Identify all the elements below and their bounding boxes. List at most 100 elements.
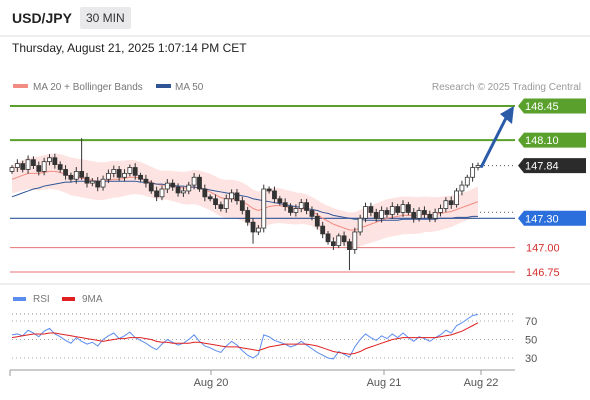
candle-body	[411, 212, 417, 219]
arrow-head	[500, 106, 514, 124]
candle-body	[422, 210, 427, 215]
level-tag-147.30	[518, 210, 586, 226]
candle-body	[79, 171, 85, 178]
timestamp: Thursday, August 21, 2025 1:07:14 PM CET	[12, 41, 247, 55]
candle-body	[159, 188, 165, 198]
arrow-shaft	[479, 117, 508, 169]
candle-body	[416, 210, 422, 219]
candle-body	[314, 215, 320, 227]
candle-body	[170, 182, 176, 188]
level-label-147.00: 147.00	[526, 243, 560, 255]
rsi-ma-legend-label: 9MA	[82, 294, 103, 305]
candle-body	[127, 167, 133, 174]
candle-body	[122, 172, 127, 178]
x-label-0: Aug 20	[194, 377, 229, 389]
candle-body	[475, 165, 481, 168]
rsi-tick-70: 70	[525, 316, 537, 328]
candle-body	[181, 190, 186, 194]
candle-body	[405, 204, 411, 213]
candle-body	[250, 221, 256, 233]
candle-body	[207, 196, 213, 200]
candle-body	[368, 206, 374, 213]
timeframe-badge[interactable]: 30 MIN	[80, 7, 131, 29]
candle-body	[395, 206, 401, 213]
candle-body	[84, 176, 90, 184]
candle-body	[41, 161, 47, 172]
candle-body	[384, 210, 390, 215]
candle-body	[363, 206, 368, 219]
candle-body	[288, 206, 293, 213]
rsi-legend-label: RSI	[33, 294, 50, 305]
rsi-line	[11, 314, 479, 360]
candle-body	[234, 192, 240, 202]
candle-body	[197, 176, 202, 190]
candle-body	[25, 159, 31, 170]
candle-body	[432, 212, 438, 219]
candle-body	[223, 198, 229, 209]
candle-body	[138, 174, 143, 180]
rsi-lines	[11, 314, 479, 360]
level-tag-text-147.30: 147.30	[525, 213, 559, 225]
moving-averages	[11, 170, 479, 231]
candles	[9, 138, 481, 271]
candle-body	[106, 172, 111, 180]
candle-body	[239, 200, 245, 211]
rsi-grid: 70 50 30	[12, 313, 537, 365]
rsi-ma-line	[11, 322, 479, 355]
ma20-line	[11, 170, 479, 231]
candle-body	[272, 190, 277, 200]
candle-body	[282, 202, 288, 207]
candle-body	[111, 169, 117, 174]
candle-body	[245, 210, 251, 223]
candle-body	[309, 210, 315, 217]
ma-legend-swatch	[62, 297, 75, 301]
candle-body	[186, 184, 192, 192]
candle-body	[229, 192, 235, 200]
level-tag-text-147.84: 147.84	[525, 161, 559, 173]
candle-body	[373, 212, 379, 219]
candle-body	[266, 188, 272, 192]
candle-body	[95, 180, 101, 188]
candle-body	[164, 182, 170, 190]
ma50-legend-swatch	[156, 84, 171, 88]
candle-body	[68, 174, 74, 180]
candle-body	[213, 198, 218, 206]
candle-body	[148, 182, 154, 192]
candle-body	[357, 217, 363, 233]
x-axis: Aug 20 Aug 21 Aug 22	[194, 370, 498, 389]
rsi-legend-swatch	[13, 297, 26, 301]
candle-body	[218, 204, 224, 209]
candle-body	[175, 186, 181, 194]
candle-body	[330, 241, 336, 247]
chart-header: USD/JPY 30 MIN	[0, 0, 590, 36]
candle-body	[261, 188, 267, 229]
source-credit: Research © 2025 Trading Central	[432, 82, 581, 93]
candle-body	[293, 208, 299, 213]
candle-body	[116, 169, 122, 178]
level-tag-148.45	[518, 98, 586, 114]
candle-body	[304, 202, 309, 211]
rsi-tick-50: 50	[525, 335, 537, 347]
candle-body	[36, 165, 42, 172]
rsi-legend: RSI 9MA	[13, 294, 103, 305]
target-arrow	[479, 106, 514, 169]
candle-body	[9, 167, 15, 172]
candle-body	[389, 206, 395, 215]
candle-body	[132, 167, 138, 176]
candle-body	[14, 163, 20, 168]
candle-body	[379, 210, 384, 219]
level-tag-text-148.45: 148.45	[525, 101, 559, 113]
rsi-tick-30: 30	[525, 353, 537, 365]
candle-body	[73, 171, 79, 180]
level-tag-text-148.10: 148.10	[525, 135, 559, 147]
candle-body	[100, 178, 106, 188]
candle-body	[57, 164, 63, 170]
level-tag-148.10	[518, 132, 586, 148]
candle-body	[320, 225, 326, 235]
candle-body	[191, 176, 197, 186]
level-tags: 148.45 148.10 147.84 147.30 147.00 146.75	[518, 98, 586, 279]
bb-legend-swatch	[13, 84, 28, 88]
candle-body	[443, 200, 449, 209]
candle-body	[52, 157, 58, 165]
